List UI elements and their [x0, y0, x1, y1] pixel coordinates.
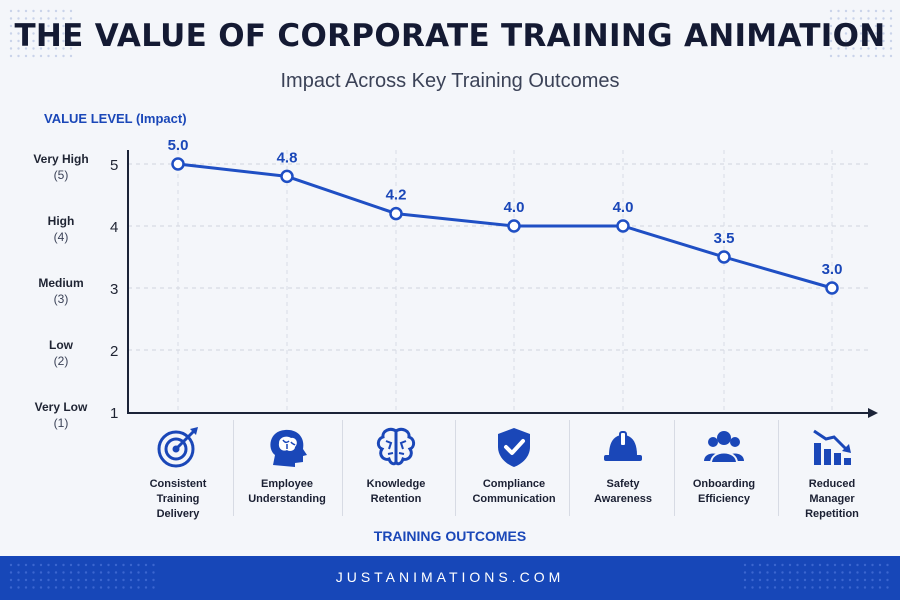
x-tick-label-line: Delivery — [156, 508, 200, 520]
data-point — [616, 219, 630, 233]
x-tick-label: Onboarding Efficiency — [676, 477, 772, 507]
data-label: 4.0 — [504, 199, 525, 216]
x-tick-label: Consistent Training Delivery — [130, 477, 226, 522]
x-tick-label-line: Onboarding — [692, 478, 756, 490]
decorative-dots-footer-left — [9, 563, 155, 589]
y-tick-value: 4 — [110, 219, 118, 236]
outcome-separator — [674, 420, 675, 516]
y-tick-label: Low — [49, 338, 74, 352]
data-point — [717, 250, 731, 264]
x-tick-label-line: Knowledge — [366, 478, 426, 490]
outcome-separator — [455, 420, 456, 516]
x-tick-label-line: Understanding — [248, 493, 326, 505]
decorative-dots-top-right — [829, 9, 893, 58]
x-tick-label-line: Efficiency — [698, 493, 750, 505]
data-label: 5.0 — [168, 137, 189, 154]
data-label: 3.5 — [714, 230, 735, 247]
y-tick-sublabel: (2) — [54, 354, 69, 368]
x-tick-label-line: Consistent — [149, 478, 207, 490]
outcome-separator — [342, 420, 343, 516]
x-tick-label-line: Compliance — [482, 478, 546, 490]
y-tick-label: Medium — [38, 276, 83, 290]
x-tick-label-line: Reduced — [808, 478, 856, 490]
y-tick-sublabel: (1) — [54, 416, 69, 430]
brain-icon — [376, 427, 416, 466]
x-tick-label-line: Awareness — [594, 493, 652, 505]
data-point — [171, 157, 185, 171]
head-brain-icon — [270, 429, 307, 467]
outcome-item: Knowledge Retention — [341, 425, 451, 507]
decorative-dots-top-left — [9, 9, 73, 58]
x-tick-label-line: Manager — [809, 493, 855, 505]
decorative-dots-footer-right — [743, 563, 889, 589]
outcome-item: Employee Understanding — [232, 425, 342, 507]
x-tick-label: Safety Awareness — [575, 477, 671, 507]
outcome-item: Onboarding Efficiency — [669, 425, 779, 507]
y-tick-sublabel: (5) — [54, 168, 69, 182]
x-tick-label: Knowledge Retention — [348, 477, 444, 507]
footer-bar: JUSTANIMATIONS.COM — [0, 556, 900, 600]
hard-hat-icon — [604, 431, 642, 461]
page-title: THE VALUE OF CORPORATE TRAINING ANIMATIO… — [14, 18, 886, 54]
declining-chart-icon — [813, 429, 851, 465]
target-icon — [157, 427, 198, 468]
y-tick-label: Very Low — [35, 400, 88, 414]
x-axis-title: TRAINING OUTCOMES — [373, 528, 527, 544]
x-tick-label: Employee Understanding — [239, 477, 335, 507]
y-tick-label: High — [48, 214, 75, 228]
outcome-item: Consistent Training Delivery — [123, 425, 233, 522]
x-tick-label: Compliance Communication — [466, 477, 562, 507]
x-axis-arrow — [868, 408, 878, 418]
x-tick-label-line: Retention — [370, 493, 422, 505]
x-tick-label-line: Communication — [472, 493, 556, 505]
y-tick-value: 2 — [110, 343, 118, 360]
y-tick-value: 5 — [110, 157, 118, 174]
team-icon — [704, 431, 744, 464]
data-label: 3.0 — [822, 261, 843, 278]
y-tick-label: Very High — [33, 152, 88, 166]
y-tick-sublabel: (3) — [54, 292, 69, 306]
x-tick-label-line: Employee — [261, 478, 313, 490]
page-subtitle: Impact Across Key Training Outcomes — [280, 70, 620, 92]
outcome-separator — [233, 420, 234, 516]
y-tick-value: 3 — [110, 281, 118, 298]
outcome-item: Compliance Communication — [459, 425, 569, 507]
series-line — [177, 162, 833, 290]
data-point — [825, 281, 839, 295]
outcome-item: Safety Awareness — [568, 425, 678, 507]
data-label: 4.2 — [386, 187, 407, 204]
y-axis-title: VALUE LEVEL (Impact) — [44, 111, 187, 126]
outcome-separator — [569, 420, 570, 516]
footer-website: JUSTANIMATIONS.COM — [335, 569, 565, 585]
shield-check-icon — [498, 428, 530, 467]
x-tick-label-line: Training — [156, 493, 200, 505]
x-tick-label-line: Safety — [606, 478, 640, 490]
y-tick-sublabel: (4) — [54, 230, 69, 244]
data-label: 4.8 — [277, 149, 298, 166]
outcome-separator — [778, 420, 779, 516]
y-tick-value: 1 — [110, 405, 118, 422]
data-point — [507, 219, 521, 233]
outcome-item: Reduced Manager Repetition — [777, 425, 887, 522]
data-point — [280, 169, 294, 184]
data-label: 4.0 — [613, 199, 634, 216]
x-tick-label: Reduced Manager Repetition — [784, 477, 880, 522]
x-tick-label-line: Repetition — [805, 508, 859, 520]
data-point — [389, 206, 403, 221]
